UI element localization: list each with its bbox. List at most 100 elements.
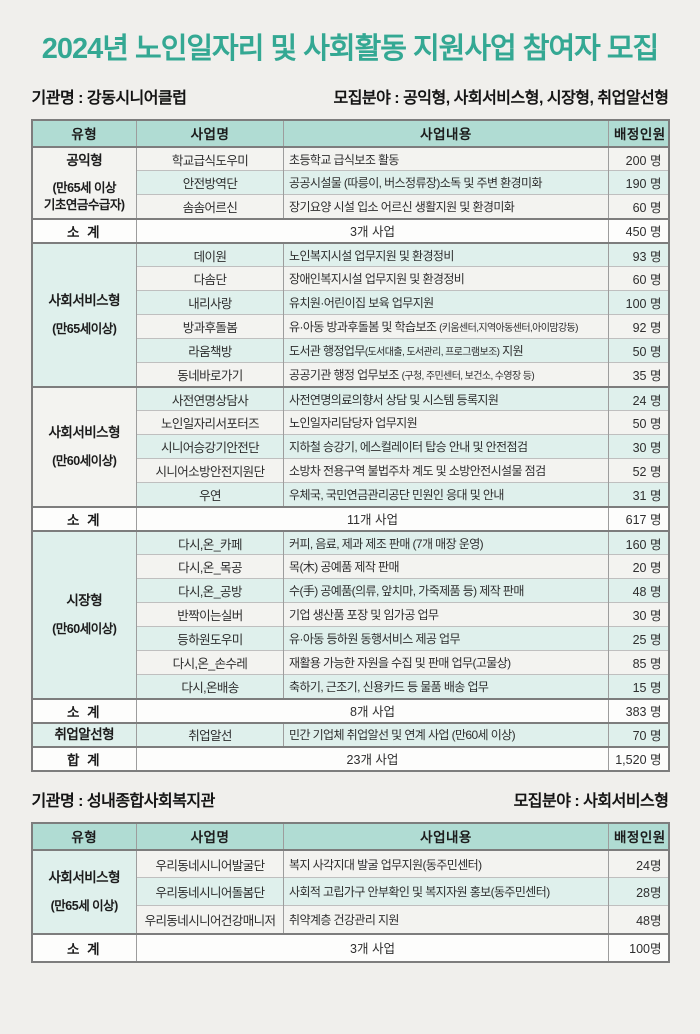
subtotal-row: 소 계 11개 사업 617 명: [31, 505, 669, 531]
headcount-cell: 70 명: [608, 721, 669, 747]
org2-recruit-fields-label: 모집분야 : 사회서비스형: [513, 792, 669, 810]
program-row: 다시,온배송 축하기, 근조기, 신용카드 등 물품 배송 업무 15 명: [32, 674, 669, 699]
program-name-cell: 내리사랑: [136, 290, 284, 315]
type-name-label: 사회서비스형: [48, 425, 121, 441]
program-row: 방과후돌봄 유·아동 방과후돌봄 및 학습보조 (키움센터,지역아동센터,아이맘강…: [32, 314, 669, 339]
headcount-cell: 60 명: [608, 194, 669, 219]
program-content-cell: 기업 생산품 포장 및 임가공 업무: [283, 602, 609, 627]
headcount-cell: 48명: [608, 905, 669, 934]
org-line-1: 기관명 : 강동시니어클럽 모집분야 : 공익형, 사회서비스형, 시장형, 취…: [31, 84, 670, 108]
program-content-cell: 지하철 승강기, 에스컬레이터 탑승 안내 및 안전점검: [283, 434, 609, 459]
program-name-cell: 솜솜어르신: [136, 194, 284, 219]
program-row: 우연 우체국, 국민연금관리공단 민원인 응대 및 안내 31 명: [32, 482, 669, 507]
subtotal-content-cell: 23개 사업: [136, 745, 609, 771]
subtotal-row: 소 계 3개 사업 450 명: [31, 217, 669, 243]
headcount-cell: 28명: [608, 877, 669, 906]
subtotal-label-cell: 소 계: [31, 505, 137, 531]
subtotal-row: 합 계 23개 사업 1,520 명: [31, 745, 669, 771]
type-cell: 공익형 (만65세 이상 기초연금수급자): [31, 145, 137, 219]
column-header-name: 사업명: [136, 822, 284, 851]
type-age-note: (만65세 이상 기초연금수급자): [43, 181, 125, 212]
program-row: 솜솜어르신 장기요양 시설 입소 어르신 생활지원 및 환경미화 60 명: [32, 194, 669, 219]
headcount-cell: 35 명: [608, 362, 669, 387]
org2-name-label: 기관명 : 성내종합사회복지관: [31, 792, 216, 810]
program-name-cell: 시니어승강기안전단: [136, 434, 284, 459]
program-name-cell: 노인일자리서포터즈: [136, 410, 284, 435]
column-header-count: 배정인원: [608, 822, 669, 851]
content-text: 지원: [499, 344, 524, 359]
headcount-cell: 50 명: [608, 338, 669, 363]
type-cell: 사회서비스형 (만60세이상): [31, 385, 137, 507]
page-title: 2024년 노인일자리 및 사회활동 지원사업 참여자 모집: [41, 33, 659, 65]
gangdong-program-table: 유형 사업명 사업내용 배정인원 공익형 (만65세 이상 기초연금수급자) 학교급식도우…: [30, 118, 670, 772]
type-name-label: 사회서비스형: [48, 870, 121, 886]
column-header-count: 배정인원: [608, 119, 669, 148]
program-row: 다솜단 장애인복지시설 업무지원 및 환경정비 60 명: [32, 266, 669, 291]
subtotal-label-cell: 소 계: [31, 217, 137, 243]
program-name-cell: 동네바로가기: [136, 362, 284, 387]
content-text: 도서관 행정업무: [289, 344, 365, 359]
subtotal-content-cell: 3개 사업: [136, 932, 609, 962]
program-row: 다시,온_목공 목(木) 공예품 제작 판매 20 명: [32, 554, 669, 579]
program-content-cell: 사전연명의료의향서 상담 및 시스템 등록지원: [283, 385, 609, 411]
headcount-cell: 24 명: [608, 385, 669, 411]
program-row: 동네바로가기 공공기관 행정 업무보조 (구청, 주민센터, 보건소, 수영장 등…: [32, 362, 669, 387]
program-name-cell: 우리동네시니어건강매니저: [136, 905, 284, 934]
program-content-cell: 축하기, 근조기, 신용카드 등 물품 배송 업무: [283, 674, 609, 699]
program-row: 다시,온_손수레 재활용 가능한 자원을 수집 및 판매 업무(고물상) 85 명: [32, 650, 669, 675]
program-row: 시장형 (만60세이상) 다시,온_카페 커피, 음료, 제과 제조 판매 (7개 매…: [31, 529, 669, 699]
subtotal-count-cell: 1,520 명: [608, 745, 669, 771]
org1-name-label: 기관명 : 강동시니어클럽: [31, 89, 187, 107]
program-name-cell: 다시,온_목공: [136, 554, 284, 579]
program-content-cell: 초등학교 급식보조 활동: [283, 145, 609, 171]
program-content-cell: 취약계층 건강관리 지원: [283, 905, 609, 934]
program-name-cell: 안전방역단: [136, 170, 284, 195]
program-row: 사회서비스형 (만65세 이상) 우리동네시니어발굴단 복지 사각지대 발굴 업무지원…: [31, 848, 669, 934]
headcount-cell: 31 명: [608, 482, 669, 507]
program-row: 공익형 (만65세 이상 기초연금수급자) 학교급식도우미 초등학교 급식보조 활동 2…: [31, 145, 669, 219]
type-name-label: 공익형: [66, 152, 103, 168]
program-content-cell: 유·아동 방과후돌봄 및 학습보조 (키움센터,지역아동센터,아이맘강동): [283, 314, 609, 339]
program-content-cell: 유·아동 등하원 동행서비스 제공 업무: [283, 626, 609, 651]
headcount-cell: 20 명: [608, 554, 669, 579]
headcount-cell: 25 명: [608, 626, 669, 651]
program-content-cell: 사회적 고립가구 안부확인 및 복지자원 홍보(동주민센터): [283, 877, 609, 906]
program-name-cell: 우리동네시니어돌봄단: [136, 877, 284, 906]
program-row: 안전방역단 공공시설물 (따릉이, 버스정류장)소독 및 주변 환경미화 190 명: [32, 170, 669, 195]
program-row: 등하원도우미 유·아동 등하원 동행서비스 제공 업무 25 명: [32, 626, 669, 651]
headcount-cell: 100 명: [608, 290, 669, 315]
org-line-2: 기관명 : 성내종합사회복지관 모집분야 : 사회서비스형: [32, 787, 669, 811]
program-row: 시니어소방안전지원단 소방차 전용구역 불법주차 계도 및 소방안전시설물 점검 5…: [32, 458, 669, 483]
type-name-label: 취업알선형: [54, 726, 115, 742]
subtotal-content-cell: 11개 사업: [136, 505, 609, 531]
type-name-label: 시장형: [66, 593, 103, 609]
headcount-cell: 24명: [608, 848, 669, 878]
content-note: (구청, 주민센터, 보건소, 수영장 등): [401, 371, 535, 383]
program-row: 내리사랑 유치원·어린이집 보육 업무지원 100 명: [32, 290, 669, 315]
program-content-cell: 재활용 가능한 자원을 수집 및 판매 업무(고물상): [283, 650, 609, 675]
program-content-cell: 노인일자리담당자 업무지원: [283, 410, 609, 435]
program-row: 노인일자리서포터즈 노인일자리담당자 업무지원 50 명: [32, 410, 669, 435]
program-content-cell: 장애인복지시설 업무지원 및 환경정비: [283, 266, 609, 291]
type-cell: 사회서비스형 (만65세 이상): [31, 848, 137, 934]
program-content-cell: 유치원·어린이집 보육 업무지원: [283, 290, 609, 315]
headcount-cell: 93 명: [608, 241, 669, 267]
column-header-content: 사업내용: [283, 119, 609, 148]
program-name-cell: 반짝이는실버: [136, 602, 284, 627]
program-name-cell: 시니어소방안전지원단: [136, 458, 284, 483]
subtotal-content-cell: 3개 사업: [136, 217, 609, 243]
type-age-note: (만60세이상): [52, 621, 117, 636]
program-row: 라움책방 도서관 행정업무(도서대출, 도서관리, 프로그램보조) 지원 50 명: [32, 338, 669, 363]
type-age-note: (만65세이상): [52, 321, 117, 336]
program-name-cell: 학교급식도우미: [136, 145, 284, 171]
subtotal-row: 소 계 3개 사업 100명: [31, 932, 669, 962]
program-name-cell: 우연: [136, 482, 284, 507]
column-header-name: 사업명: [136, 119, 284, 148]
type-age-note: (만65세 이상): [50, 898, 119, 913]
program-row: 다시,온_공방 수(手) 공예품(의류, 앞치마, 가죽제품 등) 제작 판매 48…: [32, 578, 669, 603]
subtotal-label-cell: 소 계: [31, 697, 137, 723]
program-content-cell: 도서관 행정업무(도서대출, 도서관리, 프로그램보조) 지원: [283, 338, 609, 363]
subtotal-label-cell: 소 계: [31, 932, 137, 962]
subtotal-row: 소 계 8개 사업 383 명: [31, 697, 669, 723]
program-name-cell: 다시,온_공방: [136, 578, 284, 603]
